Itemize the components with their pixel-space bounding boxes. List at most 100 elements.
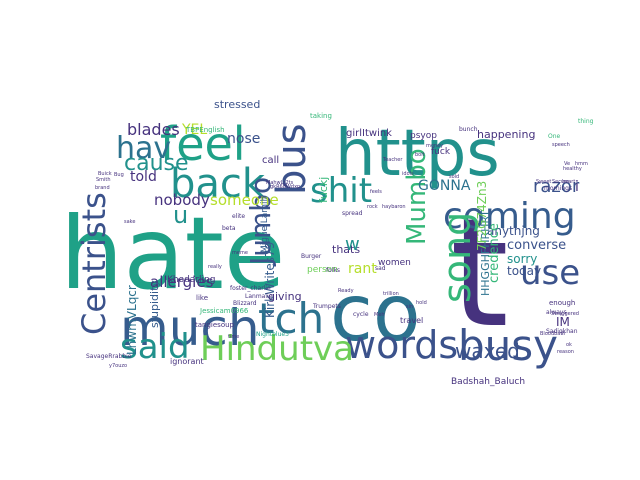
word-jumbo: Jumbo <box>244 177 277 267</box>
word-co: co <box>330 269 421 359</box>
word-beta: beta <box>222 225 236 232</box>
word-folks: folks <box>326 267 340 274</box>
word-idols: idols <box>402 171 414 177</box>
word-speech: speech <box>552 142 570 148</box>
word-bunch: bunch <box>459 126 478 133</box>
word-mahwlr2ts: MahwLr2ts <box>266 180 294 186</box>
word-sad: sad <box>375 265 386 272</box>
word-money: money <box>426 143 443 149</box>
word-told: told <box>130 169 157 185</box>
word-hmm: hmm <box>575 161 588 167</box>
word-jessicam0966: Jessicam0966 <box>199 307 249 315</box>
word-cycle: cycle <box>353 311 369 318</box>
word-hold: hold <box>416 300 427 306</box>
word-blizzard: Blizzard <box>233 300 257 307</box>
word-gkr6bwdxp: gkR6BWdxp <box>270 184 300 190</box>
word-swaggered: Swaggered <box>551 311 579 317</box>
word-heart: heart <box>562 179 575 185</box>
word-reason: reason <box>557 349 574 355</box>
word-giving: giving <box>268 290 302 303</box>
word-bolt: bolt <box>415 152 425 158</box>
word-haybaron: haybaron <box>382 204 406 210</box>
word-brand: brand <box>95 185 110 191</box>
word-coming: coming <box>443 196 576 237</box>
word-nobody: nobody <box>154 191 210 209</box>
word-shit: shit <box>310 171 372 211</box>
word-credence: credence <box>487 223 502 283</box>
word-feels: feels <box>370 189 382 195</box>
word-https: https <box>335 117 500 191</box>
word-blades: blades <box>127 120 180 139</box>
word-sin: sin <box>406 304 413 310</box>
word-rant: rant <box>348 261 377 277</box>
word-teacher: Teacher <box>382 157 403 163</box>
word-girlitwink: girlItwink <box>346 128 392 139</box>
word-nose: nose <box>227 131 260 147</box>
word-back: back <box>170 161 266 207</box>
word-tch: tch <box>258 294 324 343</box>
word-im: IM <box>556 315 570 329</box>
word-mumbo: Mumbo <box>402 148 432 245</box>
word-savagerrabbie: SavageRrabbie <box>86 353 132 360</box>
word-trillion: trillion <box>383 291 399 297</box>
word-razor: razor <box>533 176 580 197</box>
word-call: call <box>262 155 279 166</box>
word-tangiesoup: tangiesoup <box>195 321 235 329</box>
word-hhgghfhrhrt: HHGGHFHRHRT <box>479 210 492 296</box>
word-happening: happening <box>477 128 535 141</box>
word-sorry: sorry <box>507 252 537 266</box>
word-thats: thats <box>332 243 360 256</box>
word-fuck: fuck <box>431 147 451 157</box>
word-centrists: Centrists <box>75 192 113 335</box>
word-bloodbath: Bloodbath <box>540 331 565 337</box>
word-meh: Meh <box>374 312 385 318</box>
word-ready: Ready <box>338 288 354 294</box>
word-healthy: healthy <box>563 166 582 172</box>
word-7f2g74zn3: 7F2G74Zn3 <box>475 181 489 251</box>
word-hindutva: Hindutva <box>200 329 354 369</box>
word-miguellamih: MiguelLamih <box>260 196 270 253</box>
word-y7ouzo: y7ouzo <box>109 363 127 369</box>
word-buick: Buick <box>98 171 112 177</box>
word-busy: busy <box>458 321 558 370</box>
word-secure: Secure <box>552 179 569 185</box>
word-lanmaiie: Lanmaiie <box>245 293 273 300</box>
word-time: time <box>228 334 239 340</box>
word-sold: sold <box>449 174 459 180</box>
word-travel: travel <box>400 316 423 325</box>
word-someone: someone <box>210 191 279 209</box>
word-ok: ok <box>566 342 572 348</box>
word-meme: meme <box>232 250 248 256</box>
word-women: women <box>378 258 411 268</box>
word-bus: bus <box>269 123 315 195</box>
word-spread: spread <box>342 210 363 217</box>
word-person: person <box>307 265 338 275</box>
word-psyop: psyop <box>410 131 437 141</box>
word-yel: YEL <box>181 122 207 138</box>
word-use: use <box>520 253 580 293</box>
word-thing: thing <box>578 118 594 125</box>
word-said: said <box>120 327 190 367</box>
word-kirkwrites79: KirkWrites79 <box>263 242 277 318</box>
word-converse: converse <box>507 238 566 253</box>
word-today: today <box>507 264 541 278</box>
word-really: really <box>208 264 222 270</box>
word-stupidity: stupidity <box>148 280 161 328</box>
word-sake: sake <box>124 219 135 225</box>
word-khodarling: Khodarling <box>167 275 215 285</box>
word-fuckj: fuckj <box>317 177 330 203</box>
word-lhwmvlqcr: LhwmVLqcr <box>125 285 139 355</box>
word-t: t <box>450 187 509 361</box>
word-bug: Bug <box>114 172 124 178</box>
word-hate: hate <box>60 195 285 312</box>
word-foster-charlie: foster_charlie <box>230 285 271 292</box>
word-allergies: allergies <box>150 273 214 291</box>
word-ve: Ve <box>564 161 570 167</box>
word-trumpets: Trumpets <box>312 303 341 310</box>
word-badshah-baluch: Badshah_Baluch <box>451 377 525 387</box>
word-tbpenglish: TBPEnglish <box>185 126 225 134</box>
word-one: One <box>548 133 561 140</box>
word-gonna: GONNA <box>418 178 471 194</box>
